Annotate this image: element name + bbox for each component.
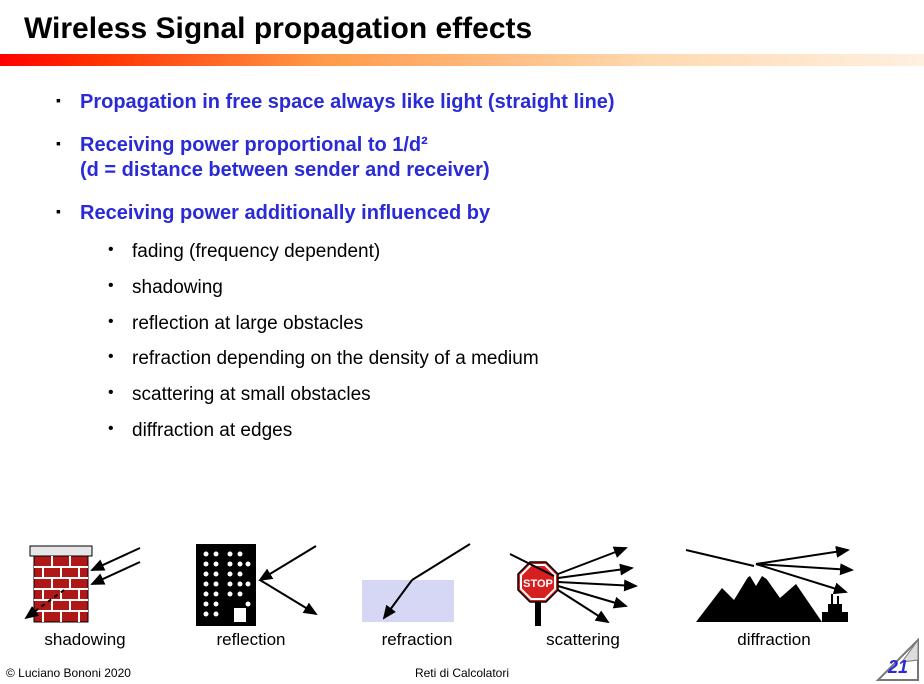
figure-reflection: reflection [176, 540, 326, 650]
content-area: Propagation in free space always like li… [0, 66, 924, 443]
figure-label: diffraction [737, 630, 810, 650]
page-number: 21 [888, 657, 908, 678]
bullet-item: Receiving power proportional to 1/d² (d … [56, 133, 884, 183]
slide-title: Wireless Signal propagation effects [0, 0, 924, 54]
diffraction-icon [684, 540, 864, 630]
bullet-text: Receiving power additionally influenced … [80, 202, 490, 224]
slide: Wireless Signal propagation effects Prop… [0, 0, 924, 684]
figure-label: shadowing [44, 630, 125, 650]
sub-bullet-item: diffraction at edges [100, 419, 884, 443]
figure-label: reflection [217, 630, 286, 650]
sub-bullet-item: scattering at small obstacles [100, 383, 884, 407]
bullet-text: Propagation in free space always like li… [80, 91, 615, 113]
footer: © Luciano Bononi 2020 Reti di Calcolator… [6, 666, 918, 680]
bullet-text: (d = distance between sender and receive… [80, 159, 490, 181]
shadowing-icon [20, 540, 150, 630]
reflection-icon [176, 540, 326, 630]
refraction-icon [352, 540, 482, 630]
sub-bullet-item: reflection at large obstacles [100, 312, 884, 336]
figure-label: scattering [546, 630, 620, 650]
scattering-icon: STOP [508, 540, 658, 630]
figure-shadowing: shadowing [20, 540, 150, 650]
bullet-item: Propagation in free space always like li… [56, 90, 884, 115]
sub-bullet-item: refraction depending on the density of a… [100, 347, 884, 371]
footer-center: Reti di Calcolatori [6, 666, 918, 680]
bullet-text: Receiving power proportional to 1/d² [80, 134, 428, 156]
gradient-bar [0, 54, 924, 66]
figure-refraction: refraction [352, 540, 482, 650]
sub-bullet-item: fading (frequency dependent) [100, 240, 884, 264]
figure-row: shadowing [20, 540, 904, 650]
bullet-item: Receiving power additionally influenced … [56, 201, 884, 443]
svg-text:STOP: STOP [523, 578, 553, 590]
figure-scattering: STOP scattering [508, 540, 658, 650]
figure-label: refraction [382, 630, 453, 650]
sub-bullet-item: shadowing [100, 276, 884, 300]
sub-bullet-list: fading (frequency dependent) shadowing r… [80, 240, 884, 443]
figure-diffraction: diffraction [684, 540, 864, 650]
bullet-list: Propagation in free space always like li… [56, 90, 884, 443]
